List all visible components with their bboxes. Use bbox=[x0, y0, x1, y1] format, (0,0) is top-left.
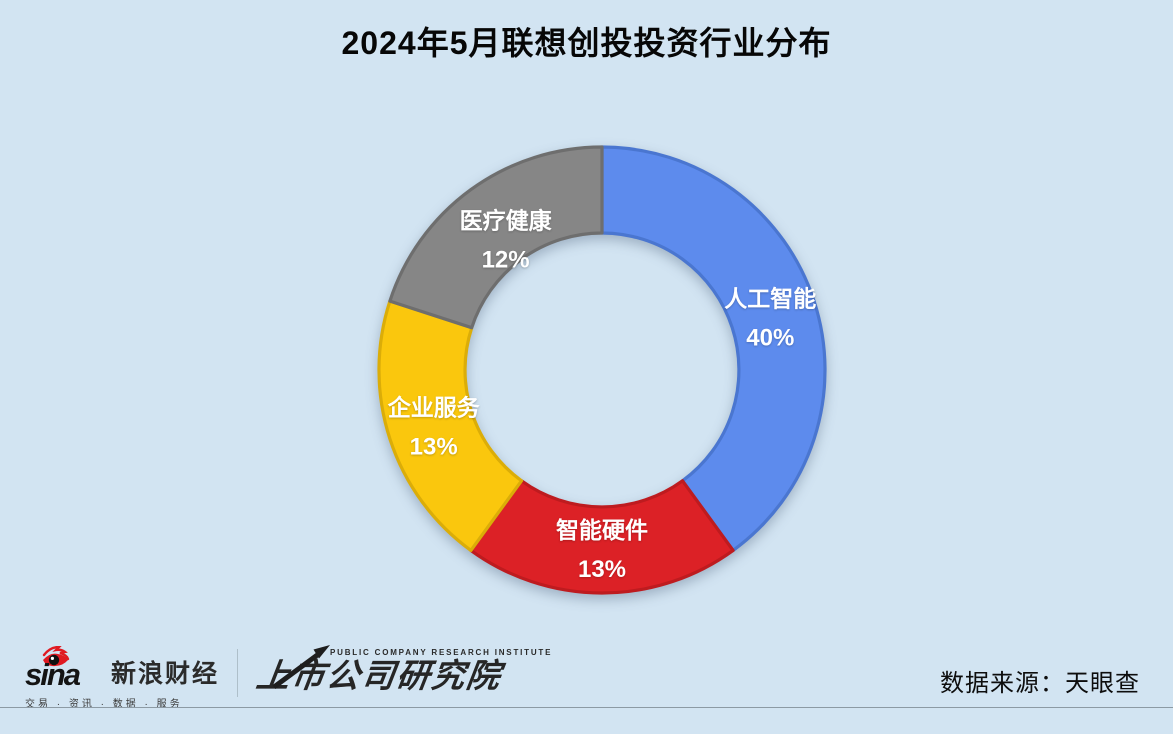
sina-tagline: 交易 · 资讯 · 数据 · 服务 bbox=[25, 699, 183, 710]
slice-value-1: 13% bbox=[578, 556, 626, 583]
footer-rule bbox=[0, 707, 1173, 708]
sina-wordmark: sina bbox=[25, 657, 81, 692]
slice-value-2: 13% bbox=[410, 434, 458, 461]
pie-slice-3 bbox=[388, 145, 604, 330]
data-source-text: 数据来源：天眼查 bbox=[940, 670, 1140, 697]
pie-slice-1 bbox=[469, 479, 735, 595]
footer: sina 新浪财经 交易 · 资讯 · 数据 · 服务 PUBLIC COMPA… bbox=[0, 644, 1173, 710]
slice-label-0: 人工智能 bbox=[724, 285, 816, 311]
institute-logo: PUBLIC COMPANY RESEARCH INSTITUTE 上市公司研究… bbox=[254, 645, 553, 695]
sina-brand-text: 新浪财经 bbox=[111, 660, 220, 688]
slice-label-3: 医疗健康 bbox=[460, 207, 553, 233]
pie-slice-0 bbox=[600, 145, 827, 552]
institute-title: 上市公司研究院 bbox=[254, 657, 505, 694]
institute-subtitle: PUBLIC COMPANY RESEARCH INSTITUTE bbox=[330, 648, 553, 657]
sina-eye-icon bbox=[42, 646, 70, 667]
chart-title: 2024年5月联想创投投资行业分布 bbox=[341, 25, 832, 61]
footer-divider bbox=[237, 649, 239, 697]
sina-finance-logo: sina 新浪财经 交易 · 资讯 · 数据 · 服务 bbox=[25, 646, 219, 710]
slice-label-2: 企业服务 bbox=[387, 395, 481, 421]
sina-logo: sina bbox=[25, 646, 99, 690]
slice-label-1: 智能硬件 bbox=[556, 517, 648, 543]
pie-slice-2 bbox=[377, 299, 524, 552]
donut-chart: 人工智能 40% 智能硬件 13% 企业服务 13% 医疗健康 12% bbox=[377, 145, 827, 595]
slice-value-0: 40% bbox=[746, 324, 794, 351]
slice-value-3: 12% bbox=[482, 246, 530, 273]
